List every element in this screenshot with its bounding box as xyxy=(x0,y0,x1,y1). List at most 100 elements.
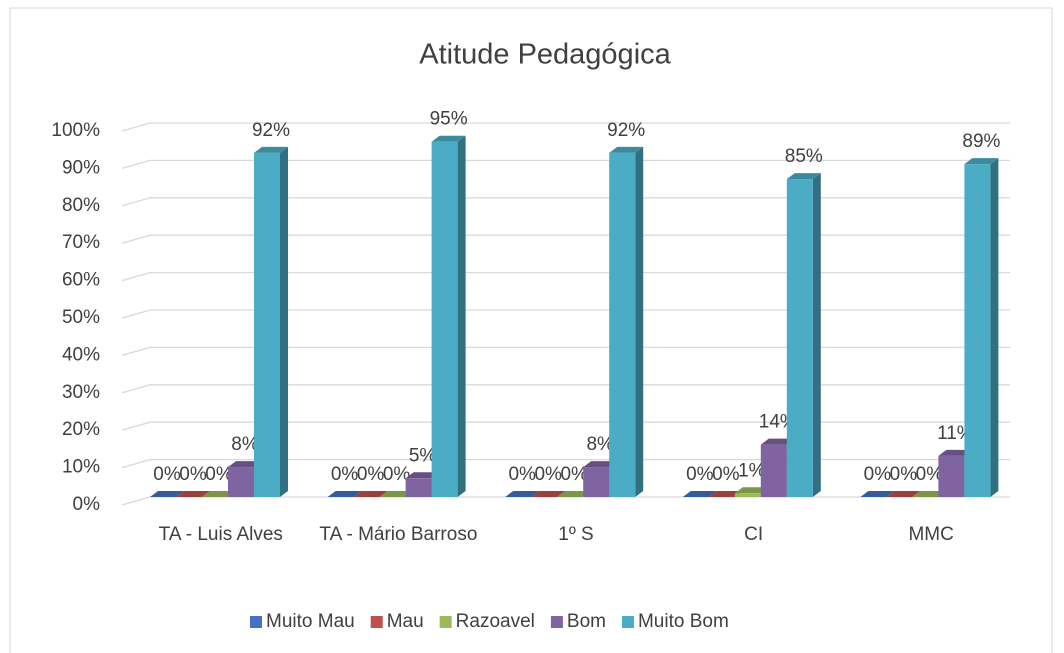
bar-top xyxy=(254,146,288,153)
grid-line xyxy=(121,271,1010,282)
bar xyxy=(734,493,761,497)
bar-top xyxy=(760,438,795,445)
data-label: 8% xyxy=(231,434,259,455)
data-label: 0% xyxy=(686,464,714,485)
grid-line xyxy=(121,159,1010,170)
y-tick-label: 50% xyxy=(62,307,100,328)
bar-top xyxy=(912,491,947,497)
x-tick-label: TA - Mário Barroso xyxy=(319,524,478,545)
legend-label: Muito Bom xyxy=(638,611,729,632)
data-label: 0% xyxy=(712,464,740,485)
data-label: 85% xyxy=(785,146,823,167)
bar-side xyxy=(812,173,821,497)
grid-line xyxy=(121,197,1010,207)
legend-swatch xyxy=(370,616,383,628)
bar-top xyxy=(531,491,566,497)
data-label: 0% xyxy=(357,464,385,485)
grid-line xyxy=(121,384,1010,394)
bar-top xyxy=(938,449,973,456)
data-label: 95% xyxy=(430,109,468,130)
bar xyxy=(431,141,458,497)
data-label: 0% xyxy=(508,464,536,485)
legend-swatch xyxy=(250,616,262,628)
grid-line xyxy=(121,309,1010,319)
bar-side xyxy=(635,146,644,498)
bar-top xyxy=(786,173,821,180)
y-tick-label: 90% xyxy=(62,157,100,178)
bar-top xyxy=(202,491,236,497)
legend-label: Bom xyxy=(567,611,606,632)
bar xyxy=(964,164,991,497)
data-label: 8% xyxy=(586,434,614,455)
data-label: 1% xyxy=(738,460,766,481)
data-label: 0% xyxy=(560,464,588,485)
grid-line xyxy=(121,234,1010,244)
bar-top xyxy=(379,491,414,497)
y-tick-label: 20% xyxy=(62,419,100,440)
bar xyxy=(254,152,280,498)
data-label: 0% xyxy=(383,464,411,485)
bar-side xyxy=(280,146,288,498)
bar-top xyxy=(583,461,618,468)
bar-top xyxy=(734,487,769,494)
data-label: 0% xyxy=(916,464,944,485)
bar xyxy=(228,467,254,497)
x-tick-label: 1º S xyxy=(558,524,594,545)
x-tick-label: MMC xyxy=(908,524,954,545)
bar-top xyxy=(327,491,362,497)
x-tick-label: TA - Luis Alves xyxy=(158,524,283,545)
legend-swatch xyxy=(621,616,634,628)
data-label: 92% xyxy=(252,120,290,141)
bar-side xyxy=(457,135,466,497)
y-tick-label: 80% xyxy=(62,195,100,216)
grid-line xyxy=(121,496,1010,506)
bar-top xyxy=(557,491,592,497)
y-tick-label: 60% xyxy=(62,270,100,291)
legend-label: Mau xyxy=(387,611,424,632)
legend-swatch xyxy=(550,616,563,628)
bar-top xyxy=(505,491,540,497)
y-tick-label: 10% xyxy=(62,457,100,478)
y-tick-label: 30% xyxy=(62,382,100,403)
data-label: 0% xyxy=(331,464,359,485)
grid-line xyxy=(121,122,1010,132)
grid-line xyxy=(121,458,1010,469)
grid-line xyxy=(121,346,1010,357)
chart-title: Atitude Pedagógica xyxy=(419,39,671,71)
bar xyxy=(583,467,610,497)
data-label: 0% xyxy=(534,464,562,485)
bar xyxy=(405,478,432,497)
bar-top xyxy=(682,491,717,497)
legend-label: Razoavel xyxy=(456,611,535,632)
bar-top xyxy=(150,491,184,497)
chart-frame xyxy=(9,7,1053,653)
bar-side xyxy=(990,158,999,497)
bar-top xyxy=(964,158,999,165)
bar-top xyxy=(405,472,440,479)
bar xyxy=(938,455,965,497)
bar-top xyxy=(228,461,262,468)
bar xyxy=(760,444,787,497)
bar xyxy=(609,152,636,498)
bar-top xyxy=(609,146,644,153)
data-label: 0% xyxy=(205,464,233,485)
bar-top xyxy=(353,491,388,497)
y-tick-label: 0% xyxy=(73,494,101,515)
grid-line xyxy=(121,421,1010,431)
y-tick-label: 40% xyxy=(62,344,100,365)
data-label: 0% xyxy=(153,464,181,485)
data-label: 5% xyxy=(409,445,437,466)
bar-top xyxy=(860,491,895,497)
data-label: 0% xyxy=(179,464,207,485)
legend-label: Muito Mau xyxy=(266,611,355,632)
data-label: 89% xyxy=(962,131,1000,152)
data-label: 92% xyxy=(607,120,645,141)
bar xyxy=(786,179,813,497)
x-tick-label: CI xyxy=(744,524,764,545)
bar-top xyxy=(431,135,466,142)
bar-top xyxy=(708,491,743,497)
y-tick-label: 100% xyxy=(51,120,100,141)
data-label: 0% xyxy=(864,464,892,485)
